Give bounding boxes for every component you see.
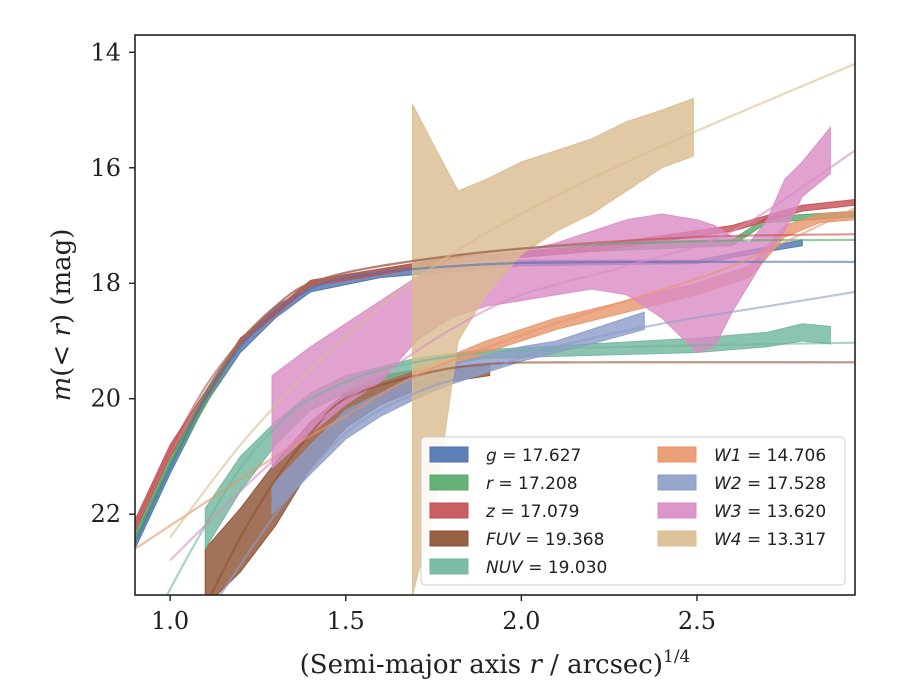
y-tick-label: 22 [90, 500, 121, 528]
legend-swatch [429, 502, 469, 519]
model-line-z [135, 233, 855, 527]
plot-frame [134, 34, 856, 596]
legend-item-g: g = 17.627 [429, 446, 581, 466]
x-tick-label: 2.0 [502, 607, 540, 635]
model-line-w4 [169, 62, 855, 538]
y-axis-title: m(< r) (mag) [47, 229, 77, 402]
legend-label: r = 17.208 [486, 474, 578, 494]
model-line-w3 [169, 149, 855, 562]
x-tick-label: 1.0 [151, 607, 189, 635]
legend-label: W2 = 17.528 [714, 474, 826, 494]
legend-label: W3 = 13.620 [714, 502, 826, 522]
legend-swatch [657, 446, 697, 463]
x-tick-label: 2.5 [678, 607, 716, 635]
legend-label: g = 17.627 [486, 446, 581, 466]
legend-swatch [429, 558, 469, 575]
x-axis: 1.0 1.5 2.0 2.5 [151, 595, 716, 635]
legend-label: W1 = 14.706 [714, 446, 826, 466]
legend-swatch [657, 474, 697, 491]
legend-swatch [429, 446, 469, 463]
y-tick-label: 18 [90, 269, 121, 297]
y-tick-label: 16 [90, 154, 121, 182]
legend-label: FUV = 19.368 [486, 530, 604, 550]
legend-label: z = 17.079 [485, 502, 579, 522]
legend-item-w3: W3 = 13.620 [657, 502, 826, 522]
series-models [135, 62, 855, 595]
legend-item-nuv: NUV = 19.030 [429, 558, 607, 578]
model-line-w2 [219, 290, 855, 595]
legend-item-fuv: FUV = 19.368 [429, 530, 604, 550]
legend-item-r: r = 17.208 [429, 474, 578, 494]
x-axis-title: (Semi-major axis r / arcsec)1/4 [300, 647, 691, 680]
legend-item-z: z = 17.079 [429, 502, 579, 522]
legend-item-w1: W1 = 14.706 [657, 446, 826, 466]
y-axis: 14 16 18 20 22 [90, 38, 135, 528]
legend-label: W4 = 13.317 [714, 530, 826, 550]
model-line-nuv [165, 341, 855, 595]
legend-box [420, 436, 846, 586]
legend-swatch [429, 530, 469, 547]
band-w4 [412, 97, 694, 595]
y-tick-label: 20 [90, 385, 121, 413]
model-line-w1 [135, 207, 855, 550]
x-tick-label: 1.5 [327, 607, 365, 635]
legend: g = 17.627 r = 17.208 z = 17.079 FUV = 19.3… [420, 436, 846, 586]
y-tick-label: 14 [90, 38, 121, 66]
legend-swatch [657, 530, 697, 547]
legend-swatch [657, 502, 697, 519]
legend-item-w2: W2 = 17.528 [657, 474, 826, 494]
legend-item-w4: W4 = 13.317 [657, 530, 826, 550]
model-line-fuv [209, 361, 855, 595]
model-line-g [135, 260, 855, 544]
legend-swatch [429, 474, 469, 491]
legend-label: NUV = 19.030 [486, 558, 607, 578]
